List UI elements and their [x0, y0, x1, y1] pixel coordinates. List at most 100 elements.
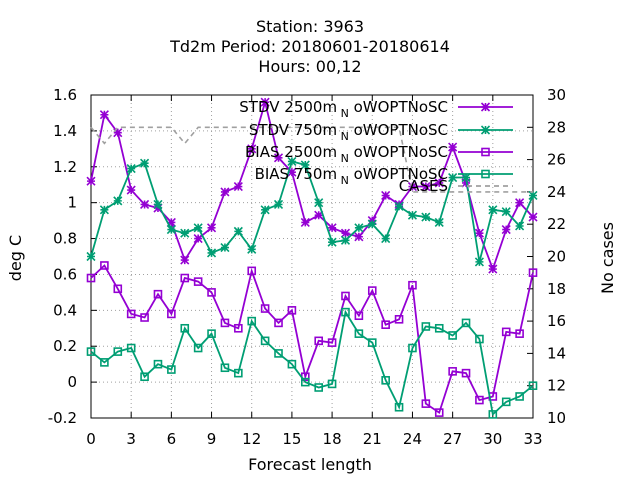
data-point	[140, 199, 150, 210]
legend-label-tail: oWOPTNoSC	[349, 121, 448, 139]
legend-label: STDV 2500m N oWOPTNoSC	[239, 98, 448, 120]
legend-entry-4: CASES	[399, 177, 513, 195]
data-point	[381, 190, 391, 201]
x-tick-label: 3	[126, 430, 136, 448]
data-point	[528, 212, 538, 222]
y2-tick-label: 20	[547, 248, 566, 266]
data-point	[448, 142, 458, 152]
data-point	[407, 210, 418, 220]
data-point	[287, 156, 297, 166]
data-point	[475, 334, 484, 344]
series-line	[90, 126, 533, 193]
y2-tick-label: 18	[547, 280, 566, 298]
y2-tick-label: 16	[547, 312, 566, 330]
data-point	[421, 399, 431, 408]
data-point	[166, 225, 176, 235]
data-point	[100, 261, 109, 270]
data-point	[367, 286, 377, 295]
y2-tick-label: 30	[547, 86, 566, 104]
legend-swatch-marker	[480, 125, 491, 135]
y-tick-label: 0.2	[53, 337, 77, 355]
data-point	[354, 311, 364, 321]
data-point	[220, 242, 230, 253]
legend-swatch-marker	[480, 102, 491, 112]
y-tick-label: 1.6	[53, 86, 77, 104]
data-point	[86, 273, 96, 283]
x-tick-label: 33	[523, 430, 542, 448]
data-point	[501, 327, 511, 337]
data-point	[314, 336, 323, 346]
data-point	[314, 383, 323, 392]
data-point	[407, 181, 418, 192]
data-point	[247, 144, 257, 154]
data-point	[515, 221, 525, 231]
data-point	[287, 306, 297, 315]
data-point	[180, 228, 190, 238]
data-point	[207, 288, 216, 297]
data-point	[341, 307, 350, 317]
chart-title-line-1: Station: 3963	[256, 17, 364, 36]
data-point	[193, 223, 203, 233]
data-point	[260, 97, 270, 107]
data-point	[475, 395, 484, 405]
data-point	[180, 323, 190, 333]
data-point	[153, 199, 163, 210]
legend-label-tail: oWOPTNoSC	[349, 143, 448, 161]
y-tick-label: 0.8	[53, 230, 77, 248]
data-point	[528, 381, 538, 391]
data-point	[300, 160, 310, 170]
x-tick-label: 9	[207, 430, 217, 448]
data-point	[247, 316, 257, 326]
y-tick-label: 0.4	[53, 301, 77, 319]
y2-tick-label: 28	[547, 118, 566, 136]
data-point	[515, 198, 525, 208]
data-point	[260, 336, 270, 346]
data-point	[434, 323, 444, 333]
x-tick-label: 27	[443, 430, 462, 448]
data-point	[528, 190, 538, 201]
data-point	[113, 347, 123, 356]
data-point	[434, 217, 444, 227]
data-point	[206, 223, 217, 233]
data-point	[234, 323, 243, 333]
data-point	[234, 368, 243, 378]
data-point	[193, 233, 203, 244]
data-point	[314, 210, 324, 220]
data-point	[421, 322, 431, 331]
data-point	[140, 158, 150, 168]
y2-tick-label: 22	[547, 215, 566, 233]
data-point	[166, 217, 176, 227]
data-point	[354, 223, 364, 233]
data-point	[126, 185, 136, 195]
series-3	[86, 307, 538, 419]
data-point	[193, 277, 203, 286]
y-axis-label: deg C	[6, 235, 25, 281]
data-point	[327, 379, 337, 389]
legend-label: CASES	[399, 177, 448, 195]
data-point	[193, 343, 203, 353]
data-point	[421, 212, 431, 222]
data-point	[274, 318, 283, 328]
data-point	[421, 181, 431, 192]
data-point	[394, 402, 404, 412]
data-point	[126, 343, 136, 353]
data-point	[354, 329, 364, 338]
data-point	[434, 408, 444, 417]
data-point	[488, 264, 498, 274]
legend-label: STDV 750m N oWOPTNoSC	[249, 121, 448, 143]
data-point	[448, 367, 457, 376]
data-point	[220, 187, 230, 197]
data-point	[354, 232, 364, 242]
series-line	[90, 309, 534, 417]
data-point	[381, 376, 390, 385]
data-point	[474, 228, 484, 238]
data-point	[300, 217, 310, 227]
series-layer	[86, 97, 538, 419]
data-point	[327, 237, 337, 247]
data-point	[287, 167, 297, 177]
data-point	[327, 338, 337, 347]
data-point	[488, 205, 498, 215]
y-tick-label: 0	[67, 373, 77, 391]
data-point	[301, 377, 310, 387]
legend-label: BIAS 750m N oWOPTNoSC	[255, 165, 448, 187]
